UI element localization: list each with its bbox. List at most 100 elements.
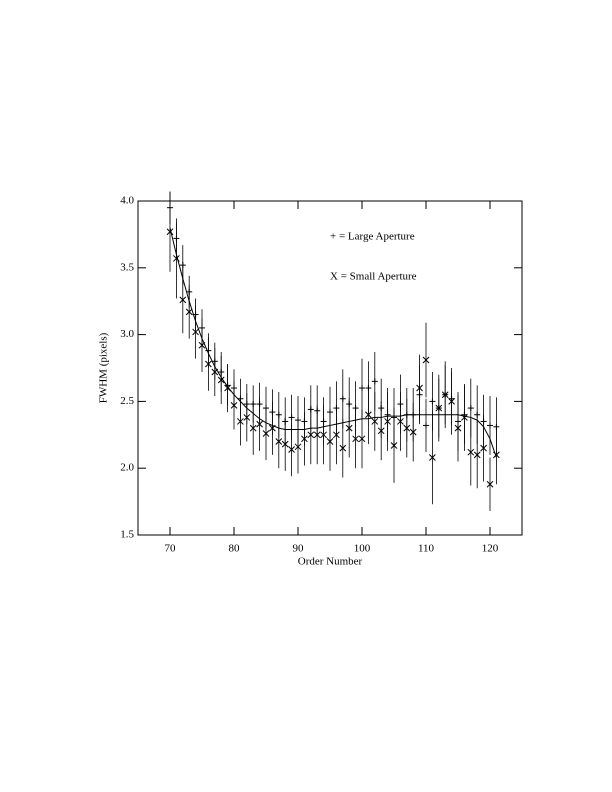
x-tick-label: 100 (354, 543, 371, 555)
marker-stroke (377, 427, 385, 435)
cross-marker (339, 444, 347, 452)
y-tick-label: 4.0 (120, 195, 134, 207)
cross-marker (288, 446, 295, 453)
cross-marker (333, 431, 340, 439)
cross-marker (179, 296, 187, 304)
x-tick-label: 120 (482, 543, 499, 555)
marker-stroke (358, 435, 366, 443)
marker-stroke (230, 402, 238, 409)
marker-stroke (371, 418, 379, 425)
marker-stroke (205, 360, 212, 368)
cross-marker (358, 435, 366, 443)
marker-stroke (301, 435, 308, 443)
marker-stroke (448, 398, 455, 405)
cross-marker (256, 420, 263, 428)
cross-marker (454, 424, 462, 432)
cross-marker (326, 438, 334, 445)
marker-stroke (384, 418, 391, 425)
y-tick-label: 1.5 (120, 529, 134, 541)
x-tick-label: 90 (293, 543, 305, 555)
cross-marker (185, 308, 193, 316)
marker-stroke (486, 480, 494, 488)
marker-stroke (256, 420, 263, 428)
cross-marker (416, 384, 423, 392)
marker-stroke (397, 418, 404, 425)
marker-stroke (339, 444, 347, 452)
marker-stroke (192, 328, 199, 336)
marker-stroke (243, 414, 251, 421)
marker-stroke (185, 308, 193, 316)
cross-marker (243, 414, 251, 421)
marker-stroke (409, 428, 417, 436)
cross-marker (435, 404, 443, 412)
legend-entry: X = Small Aperture (330, 271, 417, 283)
cross-marker (371, 418, 379, 425)
cross-marker (192, 328, 199, 336)
plot-frame (137, 200, 523, 536)
marker-stroke (416, 384, 423, 392)
y-tick-label: 2.5 (120, 395, 134, 407)
cross-marker (390, 442, 398, 449)
cross-marker (352, 435, 359, 443)
plus-marker (423, 422, 429, 429)
cross-marker (345, 424, 353, 432)
cross-marker (441, 391, 449, 399)
marker-stroke (294, 443, 302, 451)
cross-marker (205, 360, 212, 368)
marker-stroke (352, 435, 359, 443)
y-tick-label: 3.5 (120, 261, 134, 273)
marker-stroke (429, 454, 436, 461)
marker-stroke (320, 431, 327, 439)
cross-marker (397, 418, 404, 425)
marker-stroke (333, 431, 340, 439)
cross-marker (377, 427, 385, 435)
cross-marker (429, 454, 436, 461)
plus-marker (288, 414, 295, 421)
marker-stroke (365, 411, 372, 419)
marker-stroke (403, 424, 411, 432)
x-axis-label: Order Number (298, 556, 363, 568)
cross-marker (249, 424, 257, 432)
y-tick-label: 2.0 (120, 462, 134, 474)
marker-stroke (307, 431, 315, 439)
marker-stroke (422, 356, 430, 364)
marker-stroke (262, 430, 270, 437)
marker-stroke (326, 438, 334, 445)
cross-marker (480, 444, 487, 452)
cross-marker (281, 440, 289, 448)
marker-stroke (166, 228, 174, 236)
marker-stroke (224, 384, 231, 392)
cross-marker (166, 228, 174, 236)
cross-marker (473, 451, 481, 459)
marker-stroke (467, 448, 475, 456)
marker-stroke (441, 391, 449, 399)
cross-marker (294, 443, 302, 451)
cross-marker (301, 435, 308, 443)
marker-stroke (275, 438, 283, 445)
marker-stroke (390, 442, 398, 449)
marker-stroke (345, 424, 353, 432)
marker-stroke (480, 444, 487, 452)
cross-marker (467, 448, 475, 456)
cross-marker (320, 431, 327, 439)
marker-stroke (173, 255, 180, 262)
plus-marker (487, 422, 493, 429)
cross-marker (384, 418, 391, 425)
cross-marker (448, 398, 455, 405)
plus-marker (339, 395, 346, 402)
marker-stroke (217, 376, 225, 384)
marker-stroke (288, 446, 295, 453)
cross-marker (313, 431, 321, 439)
marker-stroke (249, 424, 257, 432)
cross-marker (307, 431, 315, 439)
marker-stroke (179, 296, 187, 304)
cross-marker (422, 356, 430, 364)
x-tick-label: 80 (229, 543, 241, 555)
y-axis-label: FWHM (pixels) (98, 332, 110, 403)
marker-stroke (237, 418, 244, 425)
x-tick-label: 110 (418, 543, 435, 555)
cross-marker (275, 438, 283, 445)
cross-marker (409, 428, 417, 436)
